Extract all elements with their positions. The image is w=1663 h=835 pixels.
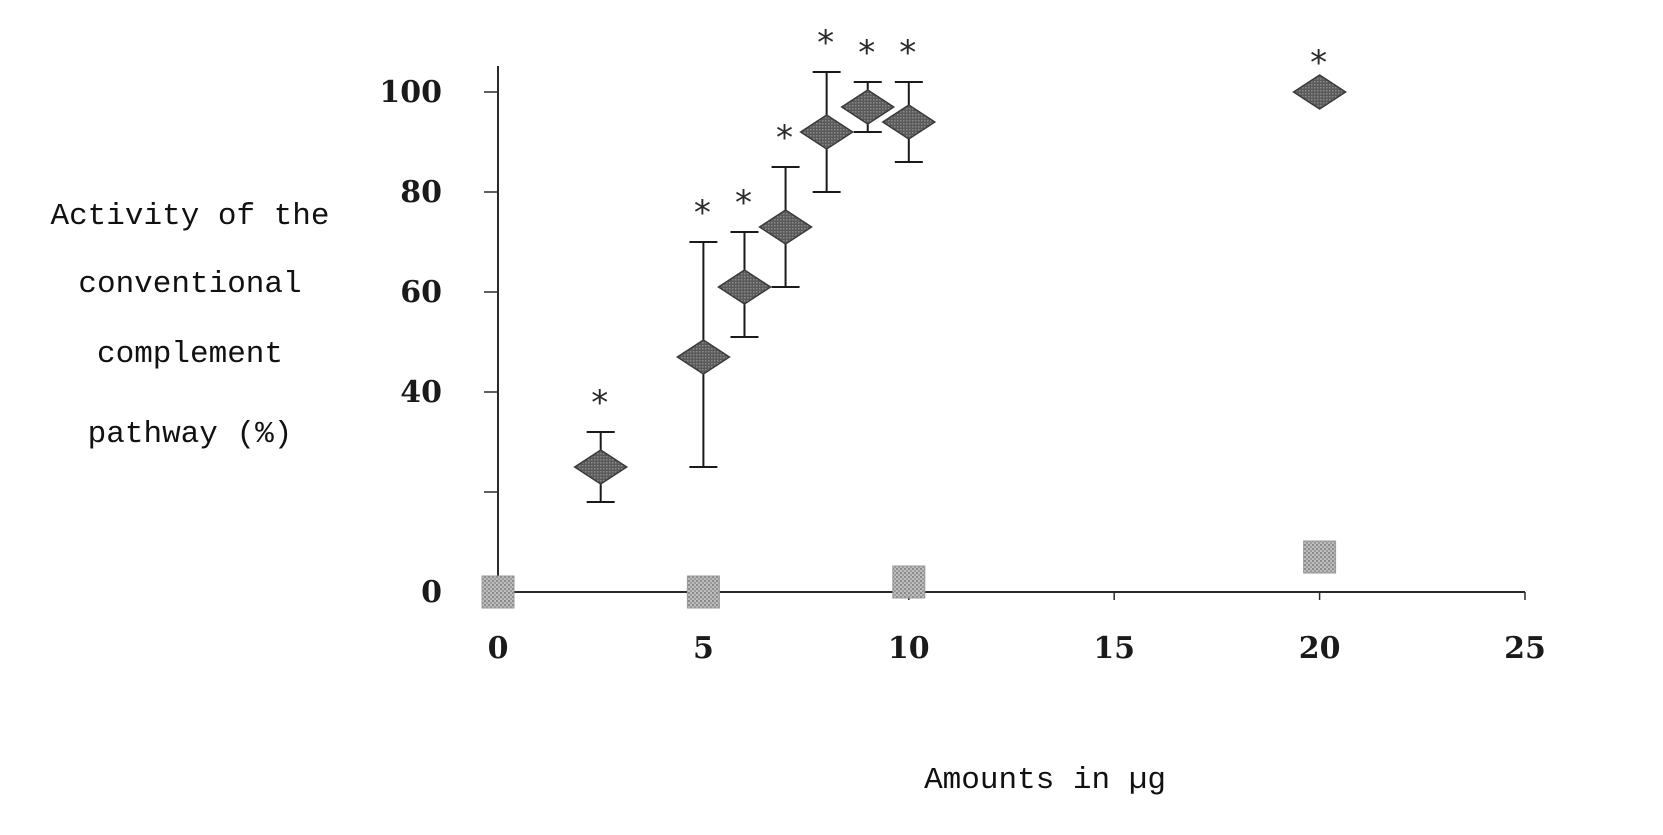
diamond-point [575, 450, 627, 484]
square-point [482, 576, 514, 608]
y-axis-title-line-3: complement [97, 337, 283, 372]
y-axis-title-line-4: pathway (%) [88, 417, 293, 452]
diamond-point [760, 210, 812, 244]
diamond-point [842, 90, 894, 124]
y-tick-label: 40 [400, 375, 442, 410]
y-tick-label: 100 [379, 75, 442, 110]
x-tick-label: 10 [888, 631, 930, 666]
y-axis-title: Activity of the conventional complement … [50, 199, 329, 452]
x-axis-title: Amounts in µg [924, 763, 1166, 798]
y-axis-title-line-1: Activity of the [50, 199, 329, 234]
significance-marker: * [899, 33, 916, 73]
plot-marks: * * * * * * * * [482, 23, 1346, 608]
significance-marker: * [1310, 43, 1327, 83]
significance-marker: * [858, 33, 875, 73]
diamond-point [883, 105, 935, 139]
diamond-point [718, 270, 770, 304]
significance-marker: * [735, 183, 752, 223]
x-tick-label: 20 [1299, 631, 1341, 666]
axes [498, 66, 1525, 600]
y-axis-title-line-2: conventional [78, 267, 301, 302]
y-tick-label: 60 [400, 275, 442, 310]
significance-marker: * [817, 23, 834, 63]
square-point [1304, 541, 1336, 573]
y-tick-label: 0 [421, 575, 442, 610]
ticks: 0 40 60 80 100 0 5 10 15 20 25 [379, 75, 1546, 666]
x-tick-label: 25 [1504, 631, 1546, 666]
square-point [687, 576, 719, 608]
square-point [893, 566, 925, 598]
x-tick-label: 0 [488, 631, 509, 666]
diamond-point [801, 115, 853, 149]
x-tick-label: 15 [1093, 631, 1135, 666]
significance-marker: * [776, 118, 793, 158]
x-tick-label: 5 [693, 631, 714, 666]
significance-marker: * [591, 383, 608, 423]
significance-marker: * [694, 193, 711, 233]
diamond-point [677, 340, 729, 374]
y-tick-label: 80 [400, 175, 442, 210]
